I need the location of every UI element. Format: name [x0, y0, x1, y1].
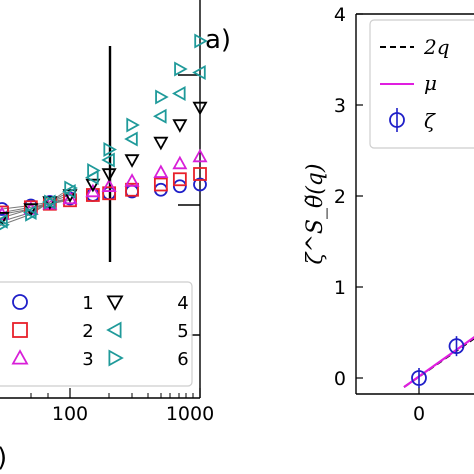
legend-marker-series-6 — [108, 349, 124, 367]
point-series-4-9 — [42, 196, 58, 210]
x-tick-label-0: 0 — [413, 403, 425, 425]
point-zeta-1 — [448, 338, 465, 355]
point-series-4-12 — [101, 168, 117, 182]
point-series-5-13 — [124, 131, 138, 147]
panel-a-label: a) — [205, 25, 231, 55]
point-series-1-15 — [172, 179, 187, 194]
y-tick-label-2: 2 — [334, 186, 346, 208]
point-series-4-7 — [0, 212, 10, 226]
point-series-4-13 — [124, 154, 140, 168]
point-series-2-16 — [193, 167, 207, 181]
point-series-5-12 — [101, 152, 115, 168]
legend-marker-series-5 — [106, 321, 122, 339]
point-series-6-11 — [87, 162, 101, 179]
series-line-2q — [403, 337, 474, 388]
x-tick-label-1000: 1000 — [166, 403, 214, 425]
legend-label-series-5: 5 — [177, 321, 188, 342]
point-zeta-0 — [411, 370, 427, 386]
point-series-2-13 — [125, 182, 139, 197]
point-series-2-12 — [102, 186, 117, 201]
point-series-6-15 — [174, 61, 188, 77]
point-series-6-14 — [155, 89, 169, 105]
point-series-5-8 — [23, 204, 37, 221]
panel-a-legend: 1 2 3 4 5 6 — [0, 281, 193, 387]
legend-marker-series-2 — [12, 322, 28, 338]
point-series-5-15 — [172, 85, 186, 102]
point-series-5-16 — [192, 64, 206, 81]
point-series-4-15 — [172, 119, 188, 133]
panel-b-marks — [411, 336, 465, 388]
point-series-3-16 — [192, 148, 208, 163]
y-tick-label-4: 4 — [334, 4, 346, 26]
legend-mu-label: μ — [424, 71, 437, 95]
panel-b: 0 1 2 3 4 0 ζ^S_θ̃(q) 2q μ ζ — [303, 4, 474, 425]
point-series-5-10 — [62, 183, 76, 200]
point-series-6-13 — [126, 117, 140, 133]
point-series-6-7 — [0, 219, 10, 231]
point-series-3-12 — [101, 178, 117, 192]
point-series-5-14 — [153, 108, 167, 124]
point-series-3-11 — [85, 183, 101, 198]
legend-2q-label: 2q — [423, 35, 450, 59]
legend-marker-series-4 — [106, 295, 124, 311]
legend-label-series-1: 1 — [82, 293, 93, 314]
point-series-3-15 — [172, 155, 188, 170]
legend-label-series-3: 3 — [82, 349, 93, 370]
legend-marker-series-1 — [12, 294, 28, 310]
point-series-5-7 — [0, 213, 8, 229]
point-series-2-15 — [172, 172, 187, 187]
point-series-6-16 — [194, 33, 208, 49]
legend-label-series-2: 2 — [82, 321, 93, 342]
legend-zeta-label: ζ — [424, 109, 436, 133]
point-series-3-14 — [153, 164, 169, 178]
legend-zeta-marker — [389, 112, 405, 128]
point-series-6-10 — [64, 180, 78, 196]
point-series-4-14 — [153, 136, 169, 151]
panel-b-legend: 2q μ ζ — [369, 19, 474, 149]
legend-label-series-6: 6 — [177, 349, 188, 370]
panel-a: 100 1000 a) ) 1 2 3 4 5 6 — [0, 0, 231, 473]
panel-a-marks — [0, 33, 208, 231]
y-tick-label-0: 0 — [334, 368, 346, 390]
point-series-1-16 — [193, 177, 207, 192]
point-series-6-12 — [103, 141, 117, 158]
legend-marker-series-3 — [11, 349, 29, 365]
x-tick-label-100: 100 — [52, 403, 88, 425]
panel-b-label-fragment: ) — [0, 443, 7, 473]
point-series-3-10 — [62, 190, 78, 205]
y-axis-label: ζ^S_θ̃(q) — [303, 164, 328, 265]
point-series-3-13 — [124, 173, 140, 187]
y-tick-label-1: 1 — [334, 277, 346, 299]
y-tick-label-3: 3 — [334, 95, 346, 117]
point-series-6-9 — [44, 194, 58, 210]
legend-label-series-4: 4 — [177, 293, 188, 314]
panel-b-axes: 0 1 2 3 4 — [334, 4, 474, 395]
point-series-6-8 — [25, 206, 39, 222]
point-series-4-16 — [192, 101, 208, 116]
point-series-4-11 — [85, 178, 101, 193]
point-series-2-14 — [153, 177, 168, 192]
